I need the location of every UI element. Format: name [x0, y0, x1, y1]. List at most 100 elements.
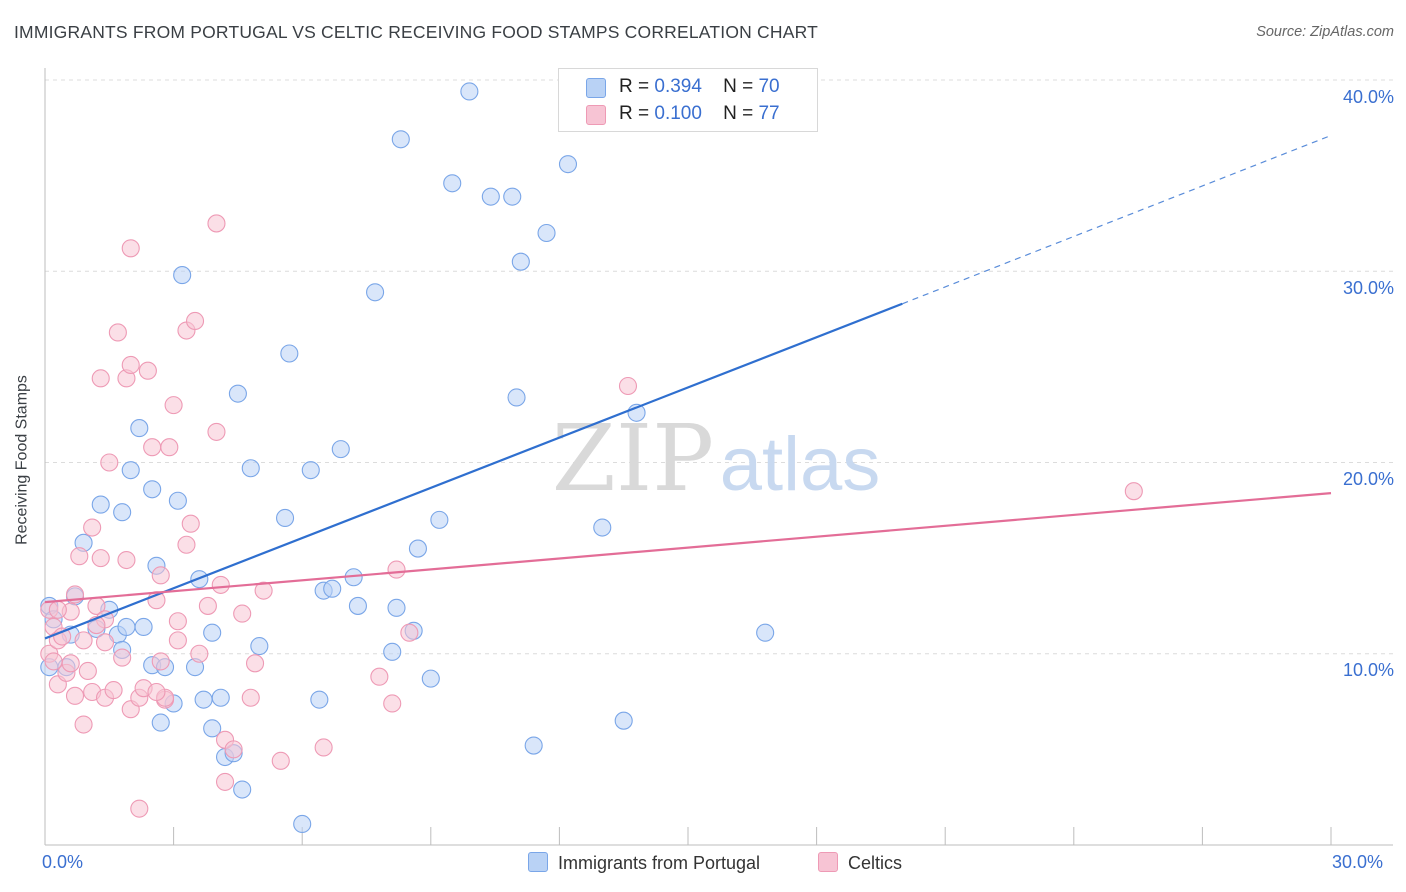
- point-portugal: [323, 579, 342, 598]
- point-celtics: [95, 633, 115, 652]
- trend-line-portugal: [44, 302, 903, 640]
- point-portugal: [250, 637, 269, 656]
- point-portugal: [408, 539, 427, 558]
- point-celtics: [121, 355, 140, 375]
- point-celtics: [108, 323, 127, 342]
- r-label: R =: [619, 76, 650, 97]
- legend-swatch-portugal: [528, 852, 548, 872]
- point-celtics: [160, 438, 179, 457]
- point-celtics: [65, 686, 85, 705]
- point-portugal: [481, 187, 500, 206]
- point-celtics: [383, 694, 402, 713]
- point-portugal: [511, 252, 530, 271]
- point-celtics: [168, 612, 187, 631]
- point-portugal: [387, 598, 406, 617]
- point-celtics: [314, 738, 333, 757]
- point-portugal: [241, 459, 260, 478]
- r-label: R =: [619, 103, 650, 124]
- point-portugal: [301, 461, 320, 480]
- point-celtics: [121, 239, 140, 258]
- point-celtics: [177, 535, 196, 554]
- point-celtics: [1124, 482, 1143, 501]
- point-celtics: [254, 581, 273, 600]
- point-portugal: [143, 480, 162, 499]
- point-celtics: [138, 361, 157, 380]
- point-portugal: [173, 266, 192, 285]
- trend-line-celtics: [44, 492, 1332, 604]
- point-portugal: [228, 384, 247, 403]
- point-portugal: [443, 174, 462, 193]
- watermark-zip: ZIP: [552, 405, 714, 512]
- point-celtics: [130, 799, 149, 818]
- point-celtics: [143, 438, 162, 457]
- point-celtics: [215, 772, 235, 791]
- point-celtics: [168, 631, 187, 650]
- point-celtics: [190, 644, 209, 663]
- point-celtics: [78, 661, 97, 681]
- axes: [44, 68, 1393, 846]
- correlation-legend: R = 0.394 N = 70 R = 0.100 N = 77: [558, 68, 818, 132]
- point-portugal: [756, 623, 775, 642]
- y-tick-label-30: 30.0%: [1342, 278, 1394, 298]
- point-portugal: [280, 344, 299, 363]
- point-celtics: [181, 514, 200, 533]
- point-celtics: [198, 596, 217, 615]
- point-celtics: [151, 566, 170, 585]
- point-portugal: [503, 187, 522, 206]
- point-portugal: [134, 617, 153, 637]
- point-celtics: [100, 453, 119, 472]
- point-celtics: [370, 667, 389, 686]
- point-celtics: [74, 715, 93, 734]
- point-portugal: [117, 617, 136, 637]
- n-label: N =: [723, 76, 754, 97]
- n-label: N =: [723, 103, 754, 124]
- legend-item-celtics[interactable]: Celtics: [818, 852, 902, 874]
- trend-lines: [44, 134, 1332, 640]
- point-portugal: [593, 518, 612, 537]
- legend-label-portugal: Immigrants from Portugal: [558, 853, 761, 873]
- point-celtics: [147, 682, 166, 702]
- trend-line-portugal-extension: [902, 134, 1332, 305]
- n-value-celtics: 77: [758, 103, 780, 124]
- r-value-celtics: 0.100: [654, 103, 702, 124]
- gridlines: [45, 79, 1395, 655]
- y-tick-label-40: 40.0%: [1342, 87, 1394, 107]
- point-celtics: [61, 654, 80, 673]
- point-celtics: [91, 369, 110, 388]
- point-portugal: [310, 690, 329, 709]
- legend-swatch-celtics: [818, 852, 838, 872]
- point-portugal: [558, 155, 578, 174]
- point-portugal: [507, 388, 526, 407]
- point-portugal: [276, 508, 295, 528]
- point-portugal: [460, 82, 479, 101]
- legend-swatch-portugal: [586, 78, 606, 98]
- point-celtics: [104, 681, 123, 700]
- point-celtics: [91, 549, 110, 568]
- point-celtics: [48, 600, 67, 619]
- point-portugal: [391, 130, 410, 149]
- point-celtics: [113, 648, 132, 667]
- point-celtics: [211, 575, 230, 594]
- point-celtics: [387, 560, 406, 579]
- y-tick-label-10: 10.0%: [1342, 660, 1394, 680]
- point-celtics: [233, 604, 252, 623]
- point-portugal: [331, 440, 350, 459]
- legend-item-portugal[interactable]: Immigrants from Portugal: [528, 852, 760, 874]
- source-label: Source: ZipAtlas.com: [1256, 24, 1394, 40]
- point-portugal: [130, 419, 149, 438]
- point-portugal: [348, 596, 367, 615]
- point-celtics: [83, 518, 102, 537]
- legend-swatch-celtics: [586, 105, 606, 125]
- x-tick-label-min: 0.0%: [42, 852, 84, 872]
- point-celtics: [207, 214, 226, 233]
- point-portugal: [113, 503, 132, 522]
- point-portugal: [430, 510, 449, 529]
- point-portugal: [91, 495, 110, 514]
- point-celtics: [224, 740, 243, 759]
- point-portugal: [194, 690, 213, 709]
- point-celtics: [185, 311, 205, 331]
- point-portugal: [203, 623, 222, 642]
- point-celtics: [618, 376, 638, 396]
- point-portugal: [203, 719, 222, 738]
